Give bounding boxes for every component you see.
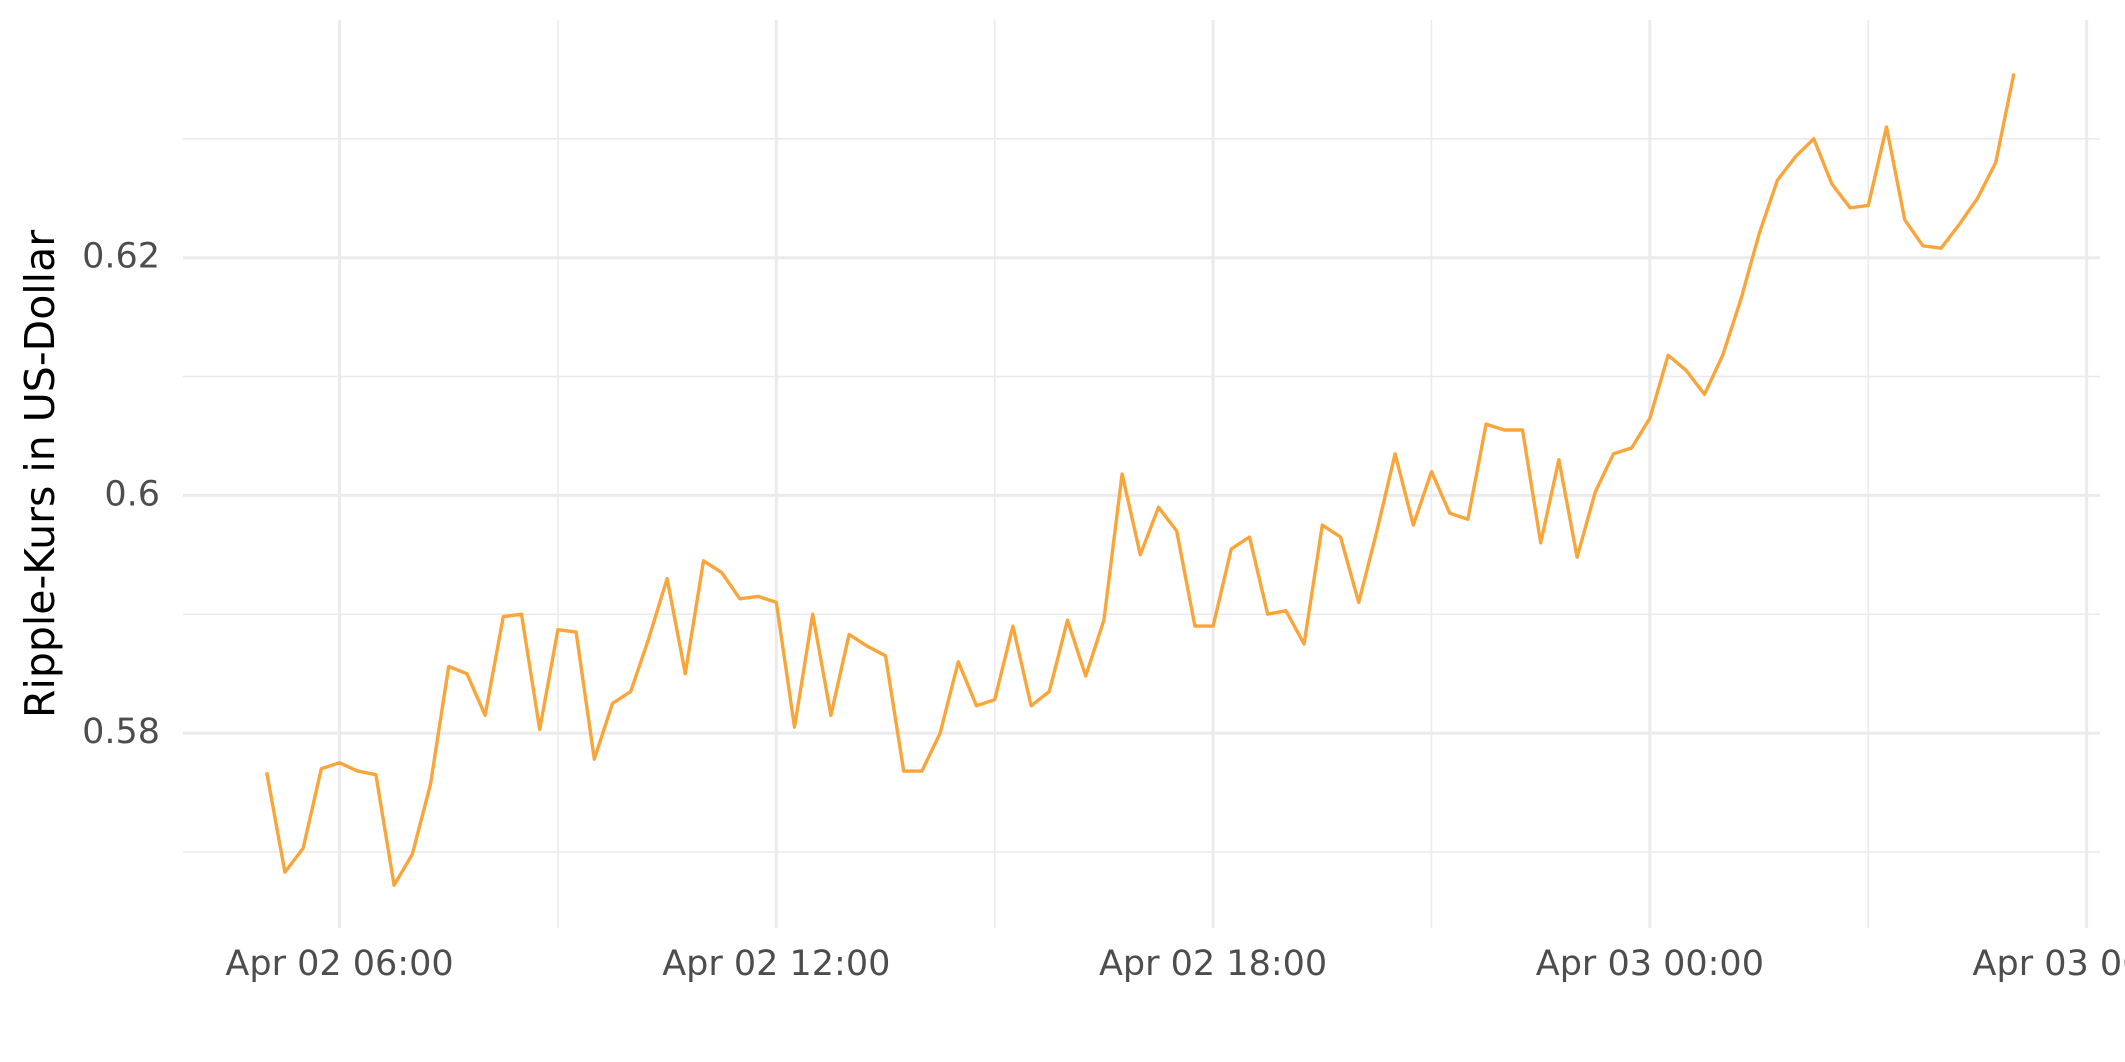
x-tick-label: Apr 02 06:00 — [225, 944, 453, 984]
y-axis-title: Ripple-Kurs in US-Dollar — [16, 230, 64, 718]
price-line — [265, 73, 2016, 887]
x-tick-label: Apr 03 06:00 — [1973, 944, 2125, 984]
x-tick-label: Apr 02 12:00 — [662, 944, 890, 984]
y-tick-label: 0.58 — [82, 712, 160, 752]
y-tick-label: 0.6 — [104, 474, 160, 514]
x-tick-label: Apr 02 18:00 — [1099, 944, 1327, 984]
y-tick-label: 0.62 — [82, 237, 160, 277]
x-tick-label: Apr 03 00:00 — [1536, 944, 1764, 984]
